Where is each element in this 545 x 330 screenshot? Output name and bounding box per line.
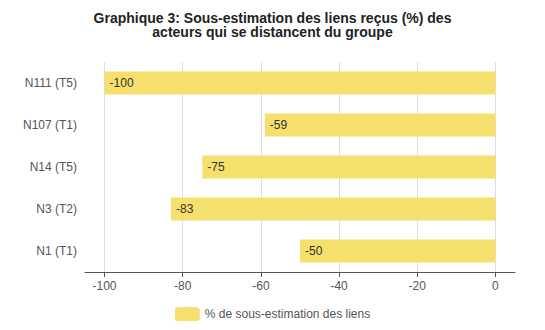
svg-text:-80: -80 <box>174 279 192 293</box>
svg-text:-50: -50 <box>305 244 323 258</box>
svg-text:N1 (T1): N1 (T1) <box>36 244 77 258</box>
svg-text:-100: -100 <box>110 76 134 90</box>
svg-text:% de sous-estimation des liens: % de sous-estimation des liens <box>205 307 370 321</box>
svg-text:-75: -75 <box>207 160 225 174</box>
svg-text:-59: -59 <box>270 118 288 132</box>
svg-text:N14 (T5): N14 (T5) <box>30 160 77 174</box>
svg-text:acteurs qui se distancent du g: acteurs qui se distancent du groupe <box>152 24 393 40</box>
svg-text:-83: -83 <box>176 202 194 216</box>
svg-text:-40: -40 <box>330 279 348 293</box>
svg-text:Graphique 3: Sous-estimation d: Graphique 3: Sous-estimation des liens r… <box>93 10 452 26</box>
svg-text:-20: -20 <box>409 279 427 293</box>
svg-text:0: 0 <box>492 279 499 293</box>
svg-text:N3 (T2): N3 (T2) <box>36 202 77 216</box>
svg-text:N107 (T1): N107 (T1) <box>23 118 77 132</box>
svg-text:-100: -100 <box>93 279 117 293</box>
svg-text:-60: -60 <box>252 279 270 293</box>
svg-text:N111 (T5): N111 (T5) <box>25 76 77 90</box>
